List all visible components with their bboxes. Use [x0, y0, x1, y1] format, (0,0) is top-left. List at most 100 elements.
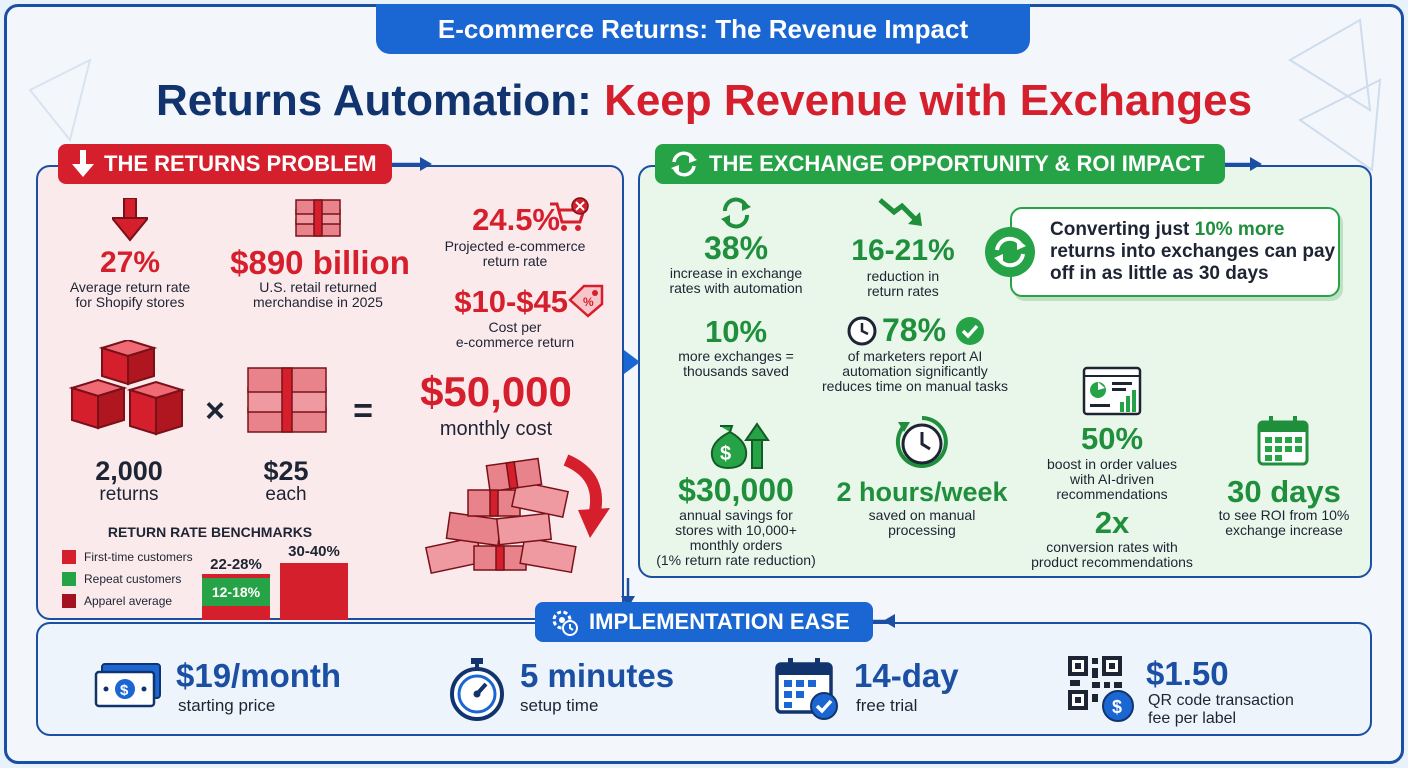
cash-bundles-icon	[247, 367, 327, 433]
bar-repeat	[202, 578, 270, 606]
stat-order-value-label-1: boost in order values	[1047, 456, 1177, 472]
stat-annual-savings-label-1: annual savings for	[679, 507, 793, 523]
roi-callout: Converting just 10% more returns into ex…	[1010, 207, 1340, 297]
refresh-icon	[721, 197, 751, 229]
stat-hours-saved-label-2: processing	[888, 522, 956, 538]
clock-icon	[847, 316, 877, 346]
callout-text: Converting just 10% more returns into ex…	[1050, 219, 1340, 285]
stat-hours-saved-label-1: saved on manual	[868, 507, 976, 523]
bar-label-repeat: 12-18%	[211, 584, 261, 600]
stat-annual-savings-label-3: monthly orders	[689, 537, 783, 553]
stat-order-value-value: 50%	[1080, 421, 1144, 456]
money-pile-icon	[424, 454, 610, 575]
stat-exchange-increase-value: 38%	[703, 230, 769, 266]
stat-return-reduction-label-1: reduction in	[866, 268, 940, 284]
title-part-2: Keep Revenue with Exchanges	[604, 76, 1253, 125]
gear-clock-icon	[552, 610, 578, 636]
exchange-opportunity-header: THE EXCHANGE OPPORTUNITY & ROI IMPACT	[655, 144, 1225, 184]
impl-price-value: $19/month	[176, 657, 342, 694]
stat-annual-savings-value: $30,000	[678, 472, 794, 508]
top-banner: E-commerce Returns: The Revenue Impact	[376, 4, 1030, 54]
stat-marketers-value: 78%	[881, 312, 947, 348]
stat-return-rate-label-1: Average return rate	[69, 279, 191, 295]
svg-text:$: $	[1112, 697, 1122, 717]
stat-roi-days-value: 30 days	[1227, 474, 1341, 509]
stat-cost-per-return-label-1: Cost per	[488, 319, 542, 335]
stat-conversion-label-2: product recommendations	[1031, 554, 1193, 570]
legend-item-apparel: Apparel average	[62, 590, 193, 612]
legend-swatch-repeat	[62, 572, 76, 586]
bar-label-apparel: 30-40%	[288, 543, 340, 560]
equation-equals-sign: =	[353, 392, 373, 430]
svg-text:%: %	[583, 295, 594, 309]
price-tag-icon: %	[568, 284, 604, 318]
returns-problem-header: THE RETURNS PROBLEM	[58, 144, 392, 184]
stat-exchange-increase-label-2: rates with automation	[669, 280, 803, 296]
legend-label-apparel: Apparel average	[84, 594, 173, 608]
callout-pre: Converting just	[1050, 219, 1195, 240]
stat-more-exchanges-value: 10%	[704, 314, 768, 349]
stat-returned-merch-value: $890 billion	[230, 244, 410, 281]
legend-swatch-first-time	[62, 550, 76, 564]
exchange-opportunity-title: THE EXCHANGE OPPORTUNITY & ROI IMPACT	[709, 151, 1205, 176]
bar-repeat-base	[202, 606, 270, 620]
stat-conversion-value: 2x	[1094, 505, 1130, 540]
calendar-icon	[1257, 416, 1309, 466]
impl-qr-fee-label-2: fee per label	[1148, 710, 1237, 727]
returns-problem-title: THE RETURNS PROBLEM	[104, 151, 377, 176]
title-part-1: Returns Automation:	[155, 76, 605, 125]
boxes-stack-icon	[68, 340, 186, 436]
stat-more-exchanges-label-2: thousands saved	[683, 363, 789, 379]
stat-return-rate-label-2: for Shopify stores	[75, 294, 185, 310]
equation-each-value: $25	[263, 456, 309, 486]
bar-apparel	[280, 563, 348, 620]
stat-annual-savings-label-4: (1% return rate reduction)	[656, 552, 816, 568]
cart-x-icon	[550, 197, 589, 231]
svg-text:$: $	[120, 682, 129, 699]
stat-marketers-label-3: reduces time on manual tasks	[822, 378, 1008, 394]
svg-text:$: $	[720, 443, 731, 465]
stat-return-reduction-value: 16-21%	[851, 234, 955, 267]
stat-cost-per-return-label-2: e-commerce return	[455, 334, 575, 350]
money-bag-icon: $	[710, 422, 770, 470]
legend-label-repeat: Repeat customers	[84, 572, 182, 586]
legend-swatch-apparel	[62, 594, 76, 608]
bar-label-first-time: 22-28%	[210, 556, 262, 573]
impl-qr-fee-value: $1.50	[1146, 655, 1229, 692]
stat-marketers-label-2: automation significantly	[842, 363, 988, 379]
stat-order-value-label-3: recommendations	[1056, 486, 1168, 502]
benchmarks-legend: First-time customers Repeat customers Ap…	[62, 546, 193, 612]
impl-setup-label: setup time	[520, 696, 599, 715]
stat-hours-saved-value: 2 hours/week	[836, 477, 1008, 507]
trend-down-icon	[878, 198, 922, 226]
impl-trial-value: 14-day	[854, 657, 959, 694]
implementation-title: IMPLEMENTATION EASE	[589, 609, 850, 634]
impl-trial-label: free trial	[856, 696, 918, 715]
callout-highlight: 10% more	[1194, 219, 1285, 240]
equation-returns-value: 2,000	[95, 456, 163, 486]
stat-roi-days-label-1: to see ROI from 10%	[1218, 507, 1350, 523]
stat-projected-rate-label-2: return rate	[482, 253, 548, 269]
benchmarks-title: RETURN RATE BENCHMARKS	[107, 524, 313, 540]
page-title: Returns Automation: Keep Revenue with Ex…	[0, 76, 1408, 126]
equation-each-label: each	[265, 484, 307, 505]
qr-code-icon: $	[1068, 656, 1134, 722]
stat-exchange-increase-label-1: increase in exchange	[669, 265, 803, 281]
stat-conversion-label-1: conversion rates with	[1046, 539, 1178, 555]
stat-projected-rate-label-1: Projected e-commerce	[444, 238, 586, 254]
exchange-arrows-icon	[671, 151, 697, 177]
stat-more-exchanges-label-1: more exchanges =	[678, 348, 794, 364]
impl-setup-value: 5 minutes	[520, 657, 675, 694]
implementation-header: IMPLEMENTATION EASE	[535, 602, 873, 642]
down-arrow-icon	[72, 150, 94, 177]
stat-marketers-label-1: of marketers report AI	[847, 348, 983, 364]
stat-order-value-label-2: with AI-driven	[1069, 471, 1155, 487]
stat-cost-per-return-value: $10-$45	[454, 284, 568, 319]
stat-annual-savings-label-2: stores with 10,000+	[675, 522, 797, 538]
exchange-circle-icon	[985, 227, 1035, 277]
calendar-check-icon	[775, 658, 838, 720]
stat-returned-merch-label-2: merchandise in 2025	[253, 294, 383, 310]
stat-return-rate-value: 27%	[99, 246, 161, 279]
